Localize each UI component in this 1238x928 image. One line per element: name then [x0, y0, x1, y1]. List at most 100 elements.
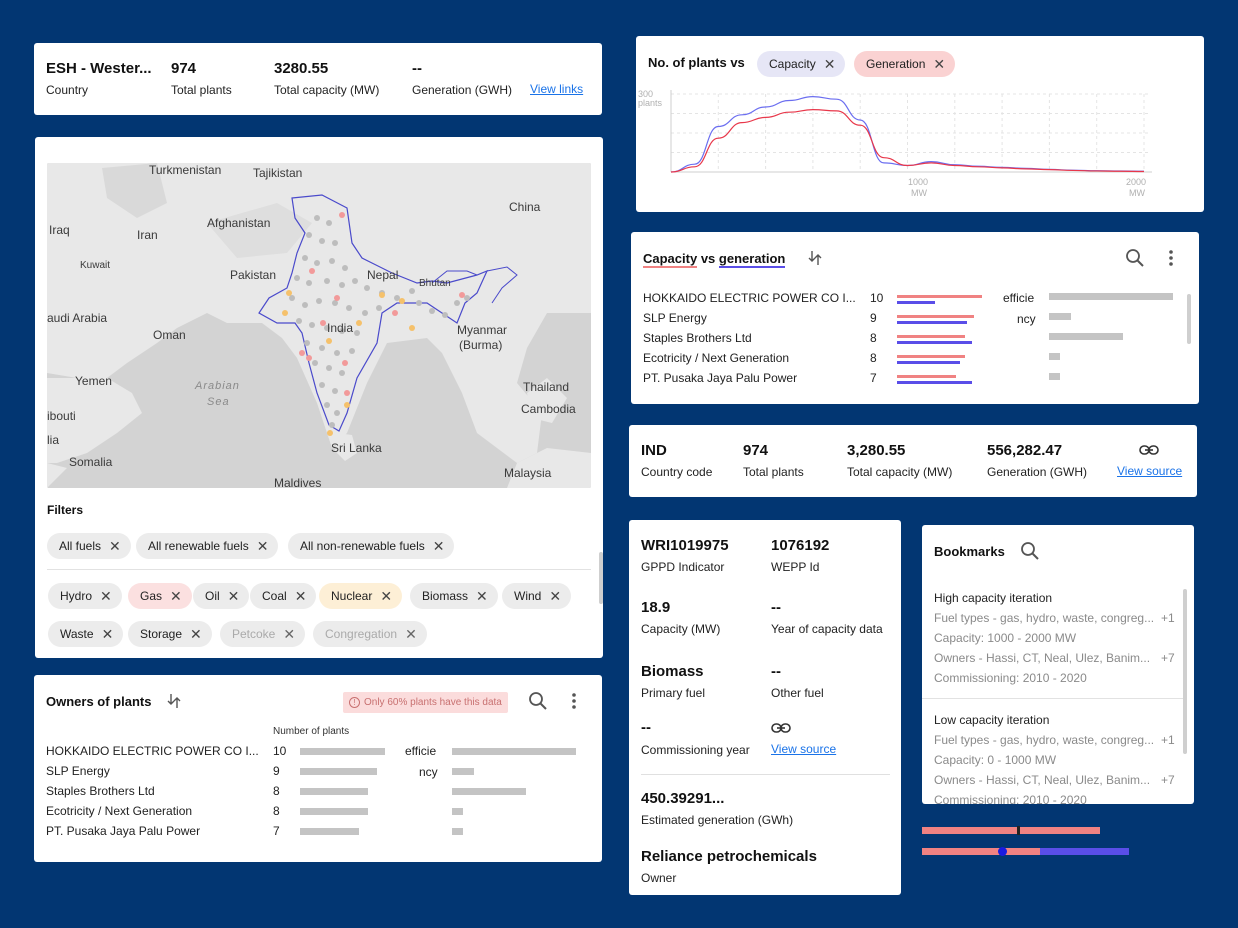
warning-badge: ! Only 60% plants have this data — [343, 692, 508, 713]
cvg-row-count: 9 — [870, 311, 877, 325]
map-label: Turkmenistan — [149, 163, 222, 177]
search-icon[interactable] — [528, 691, 548, 711]
close-icon[interactable]: ✕ — [190, 625, 202, 642]
cvg-row-capacity-bar — [897, 315, 974, 318]
owner-value: Reliance petrochemicals — [641, 848, 817, 865]
close-icon[interactable]: ✕ — [294, 587, 307, 604]
sort-icon[interactable] — [808, 249, 822, 267]
chip-gas[interactable]: Gas ✕ — [128, 583, 192, 609]
range-bar-handle[interactable] — [998, 847, 1007, 856]
cvg-row-generation-bar — [897, 301, 935, 304]
owner-row-name: Staples Brothers Ltd — [46, 784, 155, 798]
capacity-vs-generation-card: Capacity vs generation efficie ncy HOKKA… — [631, 232, 1199, 404]
y-tick-label: plants — [638, 98, 663, 108]
map-label: Sri Lanka — [331, 441, 382, 455]
map[interactable]: Turkmenistan Tajikistan China Iraq Iran … — [47, 163, 591, 488]
x-tick-label: MW — [911, 188, 927, 198]
sort-icon[interactable] — [167, 692, 181, 710]
chip-congregation[interactable]: Congregation ✕ — [313, 621, 427, 647]
view-source-link[interactable]: View source — [771, 742, 837, 756]
search-icon[interactable] — [1020, 541, 1040, 561]
chip-hydro[interactable]: Hydro ✕ — [48, 583, 122, 609]
chip-petcoke[interactable]: Petcoke ✕ — [220, 621, 306, 647]
more-icon[interactable] — [571, 692, 577, 710]
owner-row-name: SLP Energy — [46, 764, 110, 778]
chip-label: Coal — [262, 589, 287, 603]
map-label: Afghanistan — [207, 216, 271, 230]
map-label: Cambodia — [521, 402, 576, 416]
close-icon[interactable]: ✕ — [170, 587, 182, 604]
close-icon[interactable]: ✕ — [109, 537, 121, 554]
chip-coal[interactable]: Coal ✕ — [250, 583, 317, 609]
close-icon[interactable]: ✕ — [432, 537, 445, 554]
chip-biomass[interactable]: Biomass ✕ — [410, 583, 498, 609]
gppd-id-value: WRI1019975 — [641, 537, 729, 554]
map-label: Yemen — [75, 374, 112, 388]
map-label: Kuwait — [80, 260, 111, 271]
bookmark-fuels: Fuel types - gas, hydro, waste, congreg.… — [934, 611, 1155, 625]
chip-label: Petcoke — [232, 627, 276, 641]
cvg-row-generation-bar — [897, 321, 967, 324]
search-icon[interactable] — [1125, 248, 1145, 268]
view-links-link[interactable]: View links — [530, 82, 584, 96]
total-plants-value: 974 — [171, 60, 197, 77]
chip-capacity[interactable]: Capacity ✕ — [757, 51, 846, 77]
bookmark-item[interactable]: Low capacity iteration Fuel types - gas,… — [922, 705, 1184, 804]
chip-wind[interactable]: Wind ✕ — [502, 583, 572, 609]
other-fuel-label: Other fuel — [771, 686, 824, 700]
chip-all-renewable-fuels[interactable]: All renewable fuels ✕ — [136, 533, 279, 559]
bookmark-owners-more: +7 — [1161, 773, 1175, 787]
y-tick-label: 300 — [638, 89, 654, 99]
map-canvas — [47, 163, 591, 488]
chip-generation[interactable]: Generation ✕ — [854, 51, 956, 77]
primary-fuel-label: Primary fuel — [641, 686, 706, 700]
chip-nuclear[interactable]: Nuclear ✕ — [319, 583, 403, 609]
link-icon[interactable] — [771, 722, 791, 734]
cvg-row-count: 10 — [870, 291, 884, 305]
close-icon[interactable]: ✕ — [380, 587, 393, 604]
more-icon[interactable] — [1168, 249, 1174, 267]
close-icon[interactable]: ✕ — [100, 587, 112, 604]
bookmark-commissioning: Commissioning: 2010 - 2020 — [934, 671, 1087, 685]
scrollbar[interactable] — [1183, 589, 1187, 754]
map-label: Bhutan — [419, 278, 451, 289]
bookmark-fuels-more: +1 — [1161, 611, 1175, 625]
owners-card: Owners of plants ! Only 60% plants have … — [34, 675, 602, 862]
range-bar-marker[interactable] — [1017, 826, 1020, 835]
view-source-link[interactable]: View source — [1117, 464, 1183, 478]
owner-row-bar-secondary — [452, 808, 463, 815]
link-icon[interactable] — [1139, 444, 1159, 456]
close-icon[interactable]: ✕ — [405, 625, 417, 642]
scrollbar[interactable] — [599, 552, 603, 604]
map-label: Iran — [137, 228, 158, 242]
chip-oil[interactable]: Oil ✕ — [193, 583, 250, 609]
bookmark-title: High capacity iteration — [934, 591, 1053, 605]
chip-all-fuels[interactable]: All fuels ✕ — [47, 533, 131, 559]
owner-row-bar-secondary — [452, 768, 474, 775]
chip-label: Waste — [60, 627, 94, 641]
owner-row-name: PT. Pusaka Jaya Palu Power — [46, 824, 201, 838]
generation-label: Generation (GWH) — [412, 83, 513, 97]
close-icon[interactable]: ✕ — [256, 537, 269, 554]
bookmark-item[interactable]: High capacity iteration Fuel types - gas… — [922, 583, 1184, 698]
close-icon[interactable]: ✕ — [823, 55, 836, 72]
chip-label: Gas — [140, 589, 163, 603]
close-icon[interactable]: ✕ — [227, 587, 240, 604]
map-label: Iraq — [49, 223, 70, 237]
generation-value: -- — [412, 60, 422, 77]
chip-label: All non-renewable fuels — [300, 539, 425, 553]
close-icon[interactable]: ✕ — [933, 55, 946, 72]
chip-storage[interactable]: Storage ✕ — [128, 621, 212, 647]
close-icon[interactable]: ✕ — [476, 587, 488, 604]
close-icon[interactable]: ✕ — [283, 625, 296, 642]
scrollbar[interactable] — [1187, 294, 1191, 344]
chip-all-non-renewable-fuels[interactable]: All non-renewable fuels ✕ — [288, 533, 455, 559]
map-label: Tajikistan — [253, 166, 303, 180]
chip-waste[interactable]: Waste ✕ — [48, 621, 124, 647]
total-capacity-value: 3,280.55 — [847, 442, 906, 459]
total-capacity-label: Total capacity (MW) — [274, 83, 380, 97]
cvg-row-capacity-bar — [897, 335, 965, 338]
close-icon[interactable]: ✕ — [101, 625, 114, 642]
cvg-row-count: 8 — [870, 331, 877, 345]
close-icon[interactable]: ✕ — [549, 587, 562, 604]
